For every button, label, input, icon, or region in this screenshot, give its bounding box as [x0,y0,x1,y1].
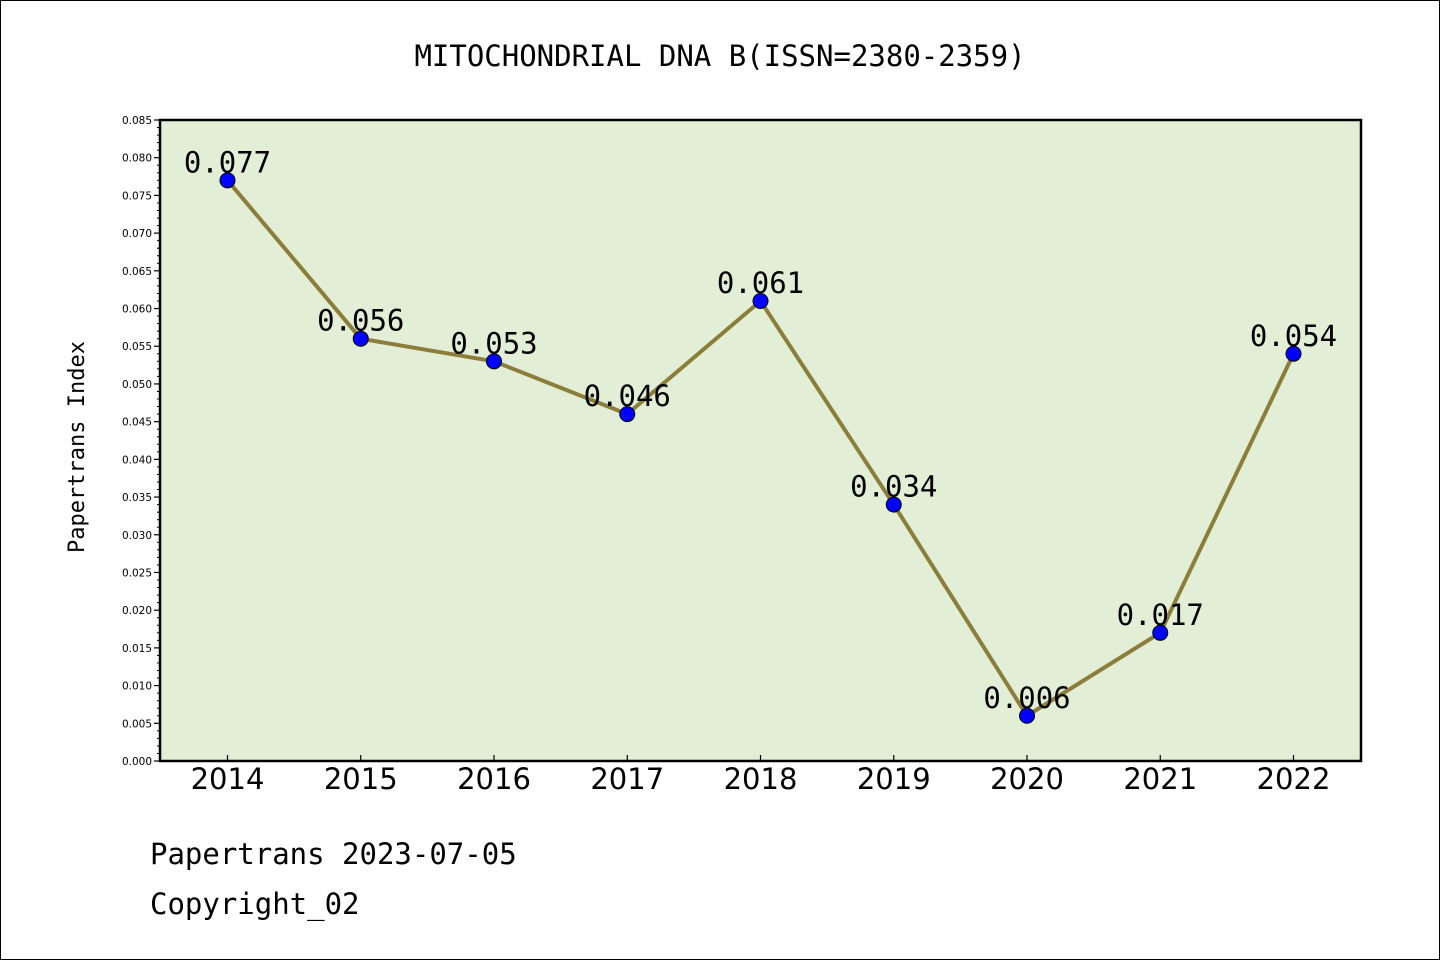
y-tick-label: 0.025 [122,567,152,579]
x-tick-label: 2021 [1123,762,1197,796]
x-tick-label: 2017 [590,762,664,796]
data-label: 0.054 [1250,319,1337,353]
y-tick-label: 0.010 [122,681,152,693]
series-line-group: 0.077 0.056 0.053 0.046 0.061 0.034 0.006 0.017… [184,145,1337,724]
x-tick-label: 2019 [857,762,931,796]
data-label: 0.034 [850,470,937,504]
y-tick-label: 0.055 [122,341,152,353]
plot-area [160,120,1361,761]
x-axis: 2014 2015 2016 2017 2018 2019 2020 2021 2022 [191,755,1331,796]
y-axis: 0.000 0.005 0.010 0.015 0.020 0.025 0.030 0.035… [122,115,160,768]
x-tick-label: 2016 [457,762,531,796]
data-point [1152,624,1169,641]
y-tick-label: 0.015 [122,643,152,655]
y-tick-label: 0.085 [122,115,152,127]
data-point [352,330,369,347]
data-label: 0.017 [1117,598,1204,632]
y-tick-label: 0.045 [122,417,152,429]
x-tick-label: 2022 [1257,762,1331,796]
y-tick-label: 0.060 [122,304,152,316]
footer-copyright-text: Copyright_02 [150,887,360,922]
data-label: 0.056 [317,304,404,338]
data-label: 0.053 [450,326,537,360]
y-tick-label: 0.030 [122,530,152,542]
y-axis-label: Papertrans Index [65,341,90,553]
data-label: 0.046 [584,379,671,413]
x-tick-label: 2015 [324,762,398,796]
y-tick-label: 0.080 [122,153,152,165]
y-tick-label: 0.065 [122,266,152,278]
data-label: 0.077 [184,145,271,179]
data-point [1019,707,1035,724]
data-point [752,292,769,309]
y-tick-label: 0.020 [122,605,152,617]
data-point [219,172,236,189]
x-tick-label: 2014 [191,762,265,796]
data-point [486,353,502,370]
y-tick-label: 0.040 [122,454,152,466]
data-label: 0.061 [717,266,804,300]
y-tick-label: 0.035 [122,492,152,504]
chart-title: MITOCHONDRIAL DNA B(ISSN=2380-2359) [414,39,1025,73]
x-tick-label: 2020 [990,762,1064,796]
plot-border [158,118,1363,763]
data-label: 0.006 [983,681,1070,715]
data-point [1285,345,1302,362]
data-point [885,496,902,513]
footer-date-text: Papertrans 2023-07-05 [150,837,517,871]
y-tick-label: 0.050 [122,379,152,391]
x-tick-label: 2018 [724,762,798,796]
y-tick-label: 0.000 [122,756,152,768]
y-tick-label: 0.005 [122,718,152,730]
y-tick-label: 0.070 [122,228,152,240]
y-tick-label: 0.075 [122,190,152,202]
data-point [619,406,636,423]
